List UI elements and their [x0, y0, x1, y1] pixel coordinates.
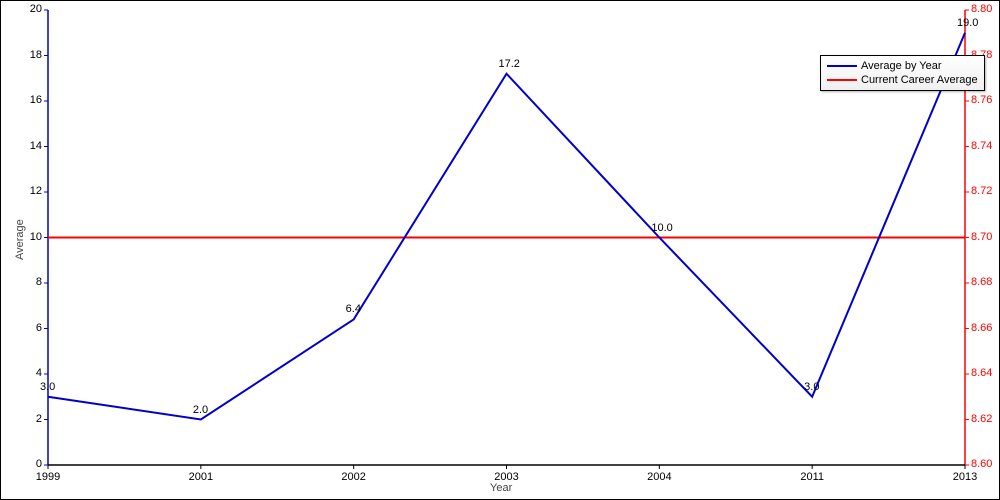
x-tick-label: 2001 — [189, 471, 213, 483]
y-left-tick-label: 2 — [36, 413, 42, 425]
chart-container: 0 2 4 6 8 10 12 14 16 18 20 8.60 8.62 8.64 8.66 8.68 8.7… — [0, 0, 1000, 500]
y-right-tick-label: 8.64 — [971, 367, 992, 379]
legend-box: Average by YearCurrent Career Average — [820, 55, 985, 91]
x-tick-label: 2002 — [341, 471, 365, 483]
data-point-label: 10.0 — [651, 222, 672, 234]
y-right-tick-label: 8.74 — [971, 140, 992, 152]
legend-label: Current Career Average — [861, 73, 978, 87]
x-tick-label: 1999 — [36, 471, 60, 483]
x-tick-label: 2011 — [800, 471, 824, 483]
x-tick-label: 2004 — [647, 471, 671, 483]
y-left-tick-label: 16 — [30, 94, 42, 106]
y-right-tick-label: 8.66 — [971, 322, 992, 334]
data-point-label: 3.0 — [804, 381, 819, 393]
data-point-label: 2.0 — [193, 404, 208, 416]
data-point-label: 3.0 — [40, 381, 55, 393]
y-axis-left-title: Average — [14, 219, 26, 260]
y-left-tick-label: 14 — [30, 140, 42, 152]
y-right-tick-label: 8.80 — [971, 3, 992, 15]
y-right-tick-label: 8.70 — [971, 231, 992, 243]
legend-item: Average by Year — [827, 59, 978, 73]
x-tick-label: 2013 — [953, 471, 977, 483]
y-left-tick-label: 4 — [36, 367, 42, 379]
legend-label: Average by Year — [861, 59, 942, 73]
y-right-tick-label: 8.76 — [971, 94, 992, 106]
x-axis-title: Year — [490, 482, 512, 494]
y-left-tick-label: 6 — [36, 322, 42, 334]
y-left-tick-label: 12 — [30, 185, 42, 197]
y-left-tick-label: 10 — [30, 231, 42, 243]
data-point-label: 19.0 — [957, 17, 978, 29]
y-right-tick-label: 8.72 — [971, 185, 992, 197]
legend-item: Current Career Average — [827, 73, 978, 87]
data-point-label: 6.4 — [346, 303, 361, 315]
data-point-label: 17.2 — [499, 58, 520, 70]
legend-color-line — [827, 65, 857, 67]
y-right-tick-label: 8.62 — [971, 413, 992, 425]
y-left-tick-label: 18 — [30, 49, 42, 61]
y-left-tick-label: 8 — [36, 276, 42, 288]
legend-color-line — [827, 79, 857, 81]
y-left-tick-label: 0 — [36, 458, 42, 470]
y-right-tick-label: 8.60 — [971, 458, 992, 470]
y-left-tick-label: 20 — [30, 3, 42, 15]
y-right-tick-label: 8.68 — [971, 276, 992, 288]
